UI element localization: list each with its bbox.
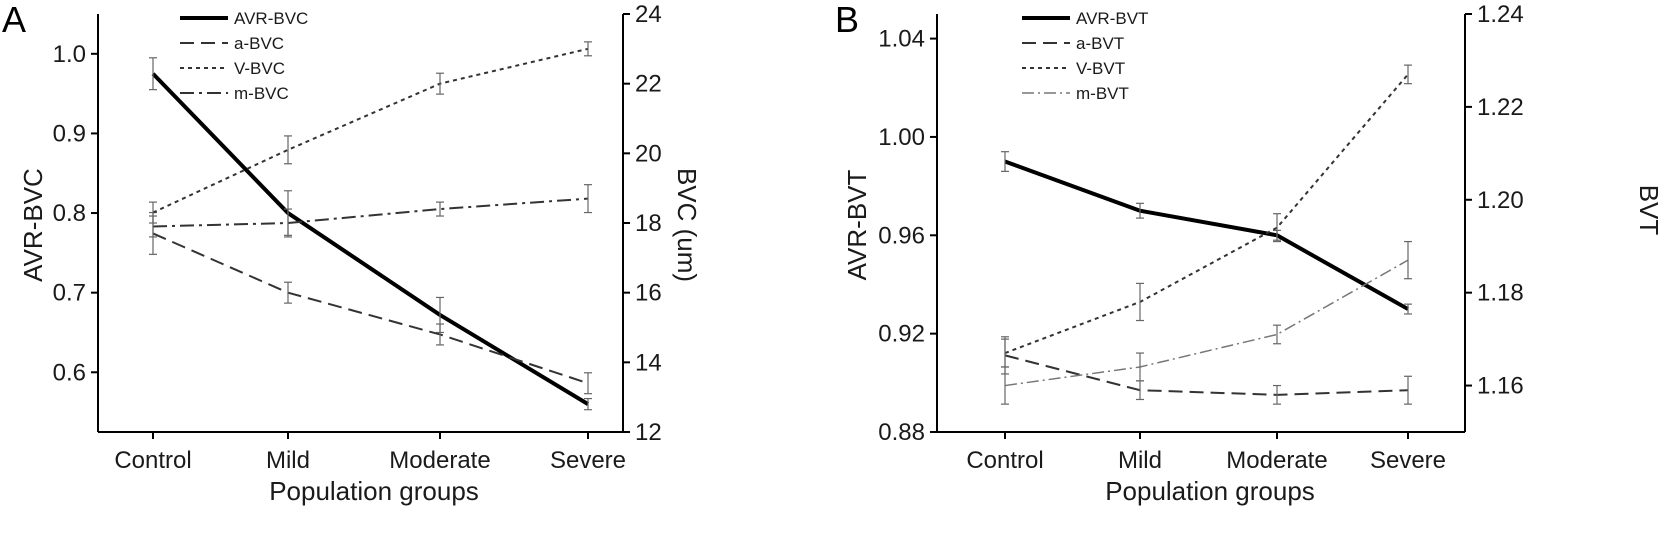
error-bar bbox=[149, 57, 157, 91]
x-axis-title: Population groups bbox=[269, 476, 479, 506]
error-bar bbox=[1404, 240, 1412, 280]
y-axis-title-left: AVR-BVC bbox=[18, 168, 48, 282]
x-tick-label: Control bbox=[966, 447, 1043, 474]
y-tick-label-left: 1.0 bbox=[53, 41, 86, 68]
legend-label: m-BVC bbox=[234, 84, 289, 103]
error-bar bbox=[1273, 213, 1281, 243]
error-bar bbox=[1404, 303, 1412, 315]
series-line bbox=[1004, 354, 1409, 396]
series-AVR-BVT bbox=[1001, 151, 1412, 315]
error-bar bbox=[1404, 64, 1412, 85]
axes: 0.6 0.7 0.8 0.9 1.0 12 14 16 18 20 22 24 Control Mild… bbox=[53, 1, 662, 474]
error-bar bbox=[1404, 375, 1412, 405]
y-tick-label-right: 16 bbox=[635, 280, 662, 307]
error-bar bbox=[436, 201, 444, 217]
y-tick-label-right: 20 bbox=[635, 140, 662, 167]
panel-letter-a: A bbox=[2, 0, 26, 40]
series-V-BVC bbox=[149, 41, 592, 224]
axes: 0.88 0.92 0.96 1.00 1.04 1.16 1.18 1.20 1.22 1.24… bbox=[878, 1, 1523, 474]
series-a-BVT bbox=[1001, 336, 1412, 405]
y-tick-label-right: 1.16 bbox=[1477, 373, 1524, 400]
legend: AVR-BVC a-BVC V-BVC m-BVC bbox=[180, 9, 308, 103]
legend-label: V-BVT bbox=[1076, 59, 1125, 78]
series-m-BVT bbox=[1001, 240, 1412, 405]
error-bar bbox=[1136, 352, 1144, 382]
error-bar bbox=[1273, 324, 1281, 345]
legend-label: a-BVC bbox=[234, 34, 284, 53]
error-bar bbox=[1136, 202, 1144, 219]
x-tick-label: Moderate bbox=[1226, 447, 1327, 474]
legend-label: AVR-BVC bbox=[234, 9, 308, 28]
error-bar bbox=[584, 397, 592, 411]
error-bar bbox=[284, 135, 292, 165]
y-axis-title-right: BVT bbox=[1634, 185, 1664, 236]
y-tick-label-left: 0.6 bbox=[53, 359, 86, 386]
y-tick-label-left: 0.9 bbox=[53, 120, 86, 147]
y-tick-label-right: 1.20 bbox=[1477, 187, 1524, 214]
series-m-BVC bbox=[149, 184, 592, 238]
series-line bbox=[152, 47, 589, 214]
x-tick-label: Severe bbox=[550, 447, 626, 474]
y-tick-label-left: 1.00 bbox=[878, 124, 925, 151]
x-tick-label: Control bbox=[114, 447, 191, 474]
error-bar bbox=[1136, 282, 1144, 322]
series-AVR-BVC bbox=[149, 57, 592, 411]
y-tick-label-right: 14 bbox=[635, 349, 662, 376]
legend: AVR-BVT a-BVT V-BVT m-BVT bbox=[1022, 9, 1148, 103]
error-bar bbox=[436, 72, 444, 95]
error-bar bbox=[584, 372, 592, 395]
x-tick-label: Mild bbox=[1118, 447, 1162, 474]
legend-label: AVR-BVT bbox=[1076, 9, 1148, 28]
series-line bbox=[151, 72, 590, 406]
y-tick-label-right: 1.18 bbox=[1477, 280, 1524, 307]
error-bar bbox=[149, 215, 157, 238]
y-axis-title-right: BVC (um) bbox=[672, 168, 702, 282]
error-bar bbox=[284, 281, 292, 304]
y-tick-label-right: 24 bbox=[635, 1, 662, 28]
y-tick-label-right: 1.24 bbox=[1477, 1, 1524, 28]
error-bar bbox=[1001, 366, 1009, 405]
error-bar bbox=[284, 208, 292, 238]
y-tick-label-right: 22 bbox=[635, 71, 662, 98]
y-tick-label-left: 0.96 bbox=[878, 222, 925, 249]
series-line bbox=[1004, 159, 1409, 311]
series-line bbox=[1004, 259, 1409, 387]
error-bar bbox=[1001, 151, 1009, 172]
chart-panel-b: B AVR-BVT BVT Population groups 0.88 0.92… bbox=[835, 0, 1664, 506]
legend-label: a-BVT bbox=[1076, 34, 1124, 53]
y-tick-label-left: 0.7 bbox=[53, 280, 86, 307]
x-axis-title: Population groups bbox=[1105, 476, 1315, 506]
panel-letter-b: B bbox=[835, 0, 859, 40]
x-tick-label: Severe bbox=[1370, 447, 1446, 474]
legend-label: V-BVC bbox=[234, 59, 285, 78]
series-line bbox=[1004, 73, 1409, 354]
legend-label: m-BVT bbox=[1076, 84, 1129, 103]
error-bar bbox=[1273, 384, 1281, 405]
error-bar bbox=[584, 41, 592, 57]
y-tick-label-left: 0.88 bbox=[878, 419, 925, 446]
series-line bbox=[152, 197, 589, 228]
series-line bbox=[152, 232, 589, 385]
x-tick-label: Moderate bbox=[389, 447, 490, 474]
error-bar bbox=[436, 323, 444, 346]
y-tick-label-left: 0.92 bbox=[878, 321, 925, 348]
y-tick-label-right: 12 bbox=[635, 419, 662, 446]
y-tick-label-right: 18 bbox=[635, 210, 662, 237]
y-tick-label-right: 1.22 bbox=[1477, 94, 1524, 121]
y-axis-title-left: AVR-BVT bbox=[842, 170, 872, 281]
y-tick-label-left: 1.04 bbox=[878, 26, 925, 53]
error-bar bbox=[584, 184, 592, 214]
y-tick-label-left: 0.8 bbox=[53, 200, 86, 227]
x-tick-label: Mild bbox=[266, 447, 310, 474]
chart-panel-a: A AVR-BVC BVC (um) Population groups 0.6… bbox=[2, 0, 702, 506]
series-V-BVT bbox=[1001, 64, 1412, 368]
